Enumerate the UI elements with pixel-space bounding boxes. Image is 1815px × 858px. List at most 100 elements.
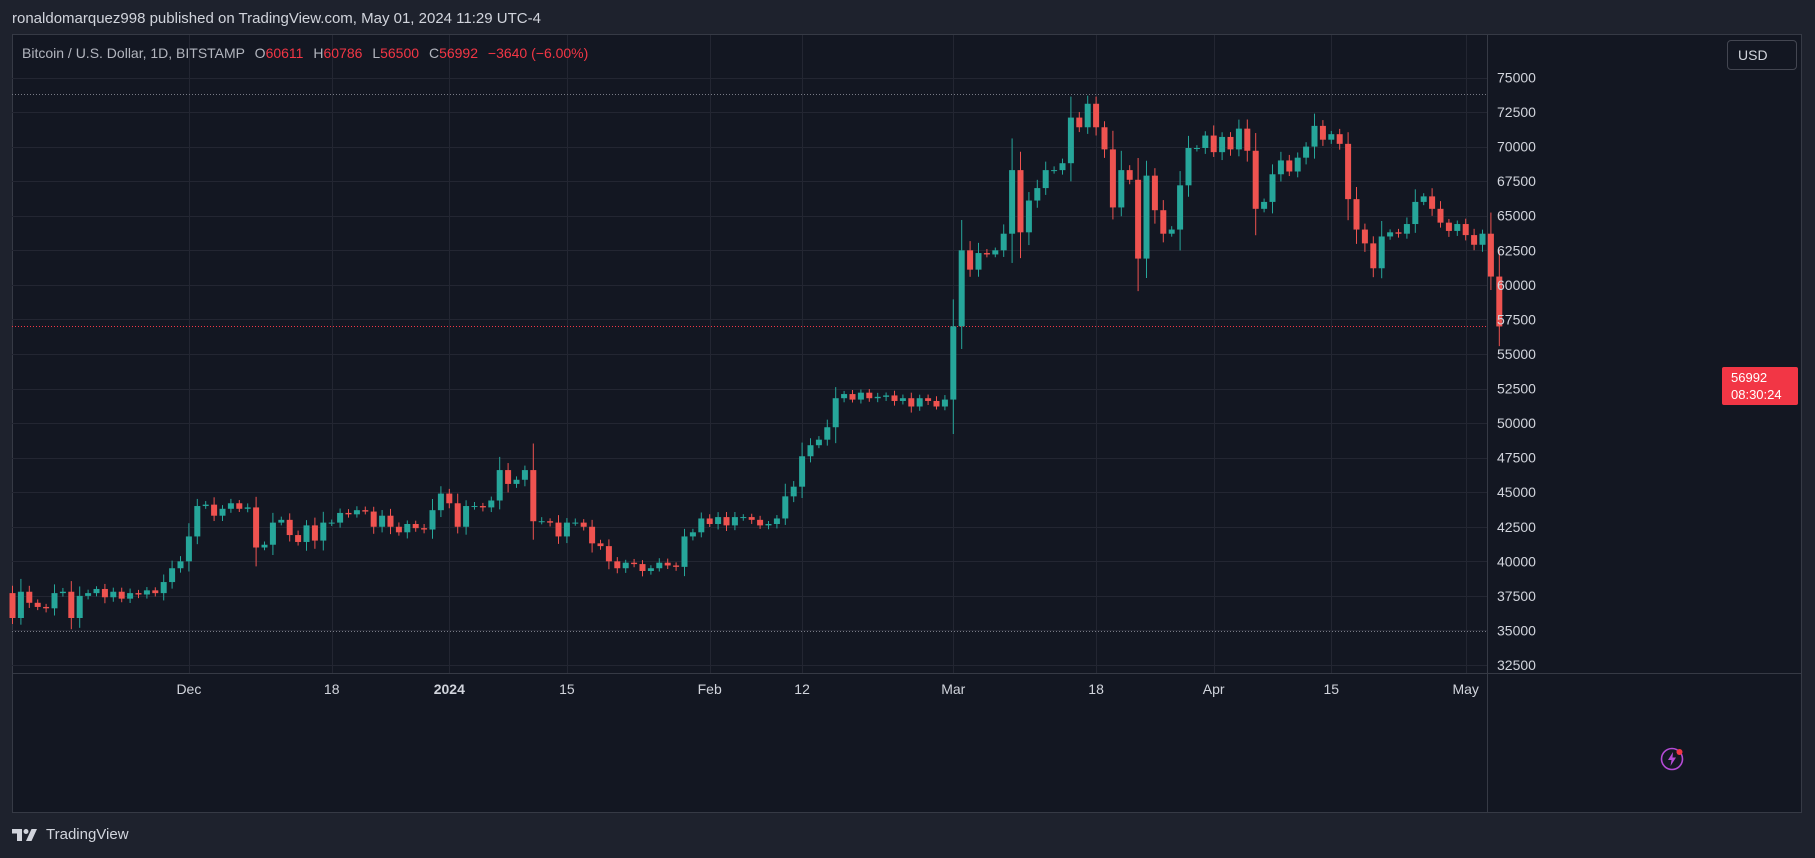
last-price-value: 56992 xyxy=(1731,370,1768,385)
candle-body xyxy=(538,521,545,523)
lightning-icon[interactable] xyxy=(1660,747,1684,771)
candle-body xyxy=(1437,208,1444,223)
candle-body xyxy=(488,500,495,508)
candle-body xyxy=(1487,233,1494,277)
price-tick-label: 60000 xyxy=(1497,277,1536,293)
candle-body xyxy=(992,250,999,255)
price-tick-label: 57500 xyxy=(1497,311,1536,327)
time-tick-label: 15 xyxy=(1324,681,1340,697)
candle-body xyxy=(647,568,654,571)
time-tick-label: 18 xyxy=(1088,681,1104,697)
candle-body xyxy=(1403,224,1410,234)
currency-button[interactable]: USD xyxy=(1727,40,1797,70)
candle-body xyxy=(253,507,260,548)
time-tick-label: 18 xyxy=(324,681,340,697)
candle-body xyxy=(152,590,159,594)
candle-body xyxy=(1378,236,1385,269)
candle-body xyxy=(1177,185,1184,230)
candle-body xyxy=(9,593,16,618)
candle-body xyxy=(395,526,402,533)
candle-body xyxy=(740,517,747,519)
candle-body xyxy=(362,510,369,512)
high-value: 60786 xyxy=(323,45,363,61)
candle-body xyxy=(614,561,621,569)
time-tick-label: May xyxy=(1452,681,1478,697)
candle-body xyxy=(1336,134,1343,144)
footer-brand[interactable]: TradingView xyxy=(12,826,129,843)
candle-body xyxy=(1252,150,1259,209)
candle-body xyxy=(59,591,66,594)
candle-body xyxy=(1496,276,1503,327)
candle-body xyxy=(521,470,528,480)
candle-body xyxy=(446,493,453,504)
candle-body xyxy=(328,522,335,524)
candle-body xyxy=(118,591,125,599)
candle-body xyxy=(429,510,436,530)
time-tick-label: 12 xyxy=(794,681,810,697)
candle-body xyxy=(1420,196,1427,202)
candle-body xyxy=(622,562,629,569)
candle-body xyxy=(68,591,75,618)
candle-body xyxy=(236,503,243,509)
candle-body xyxy=(1303,146,1310,158)
candle-body xyxy=(1261,201,1268,209)
countdown-timer: 08:30:24 xyxy=(1731,387,1782,402)
candle-body xyxy=(85,593,92,596)
candle-body xyxy=(1219,136,1226,153)
candle-body xyxy=(185,536,192,562)
candle-body xyxy=(211,504,218,516)
candle-body xyxy=(866,392,873,399)
candle-body xyxy=(311,525,318,541)
candle-body xyxy=(135,593,142,595)
candle-body xyxy=(664,562,671,566)
candle-body xyxy=(1471,235,1478,245)
time-tick-label: 15 xyxy=(559,681,575,697)
published-line: ronaldomarquez998 published on TradingVi… xyxy=(12,10,541,27)
candle-body xyxy=(1210,135,1217,153)
candle-body xyxy=(1151,175,1158,211)
candle-body xyxy=(857,392,864,400)
price-tick-label: 72500 xyxy=(1497,104,1536,120)
symbol-label[interactable]: Bitcoin / U.S. Dollar, 1D, BITSTAMP xyxy=(22,45,245,61)
candle-body xyxy=(815,439,822,446)
candle-body xyxy=(1185,148,1192,186)
candle-body xyxy=(605,546,612,562)
candle-body xyxy=(967,250,974,270)
candle-body xyxy=(421,528,428,530)
price-tick-label: 62500 xyxy=(1497,242,1536,258)
candle-body xyxy=(17,591,24,618)
candle-body xyxy=(681,536,688,567)
candle-body xyxy=(169,568,176,583)
low-label: L xyxy=(372,45,381,61)
price-tick-label: 65000 xyxy=(1497,208,1536,224)
time-tick-label: Mar xyxy=(941,681,965,697)
candle-body xyxy=(177,561,184,569)
price-tick-label: 37500 xyxy=(1497,588,1536,604)
candle-body xyxy=(93,588,100,594)
candle-body xyxy=(1017,170,1024,233)
price-tick-label: 40000 xyxy=(1497,553,1536,569)
candle-body xyxy=(1462,224,1469,236)
candle-body xyxy=(404,524,411,533)
candle-body xyxy=(202,504,209,507)
candle-body xyxy=(580,522,587,527)
candle-body xyxy=(337,512,344,523)
candle-body xyxy=(698,518,705,533)
candle-body xyxy=(899,398,906,401)
change-value: −3640 (−6.00%) xyxy=(487,45,589,61)
candle-body xyxy=(1345,143,1352,200)
candle-body xyxy=(883,395,890,397)
candle-body xyxy=(706,518,713,524)
candle-body xyxy=(1093,103,1100,128)
candle-body xyxy=(941,399,948,407)
candle-body xyxy=(261,544,268,548)
candle-body xyxy=(1328,134,1335,140)
candle-body xyxy=(807,445,814,457)
candle-body xyxy=(387,515,394,527)
candle-body xyxy=(799,456,806,487)
candle-body xyxy=(1109,149,1116,208)
tradingview-logo-icon xyxy=(12,828,37,841)
price-tick-label: 50000 xyxy=(1497,415,1536,431)
candle-body xyxy=(370,511,377,527)
